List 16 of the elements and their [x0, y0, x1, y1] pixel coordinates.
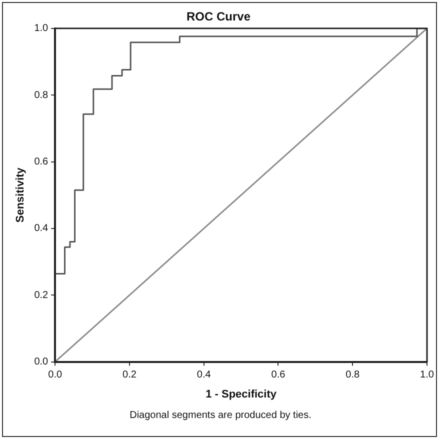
x-tick-label: 0.0: [48, 370, 62, 381]
x-tick-label: 0.4: [196, 370, 212, 381]
y-tick-label: 0.8: [34, 90, 49, 101]
x-tick-label: 1.0: [420, 370, 434, 381]
x-tick-label: 0.8: [346, 370, 360, 381]
text: Diagonal segments are produced by ties.: [128, 410, 312, 421]
y-tick-label: 0.2: [34, 290, 49, 301]
chart-title: ROC Curve: [186, 10, 251, 24]
y-tick-label: 0.0: [34, 356, 49, 368]
y-tick-label: 1.0: [34, 23, 49, 34]
y-tick-label: 0.6: [34, 156, 49, 168]
x-tick-label: 0.6: [271, 370, 286, 381]
x-axis-title: 1 - Specificity: [206, 388, 278, 400]
y-axis-title: Sensitivity: [14, 166, 27, 223]
x-tick-label: 0.2: [122, 370, 137, 381]
y-tick-label: 0.4: [34, 223, 49, 234]
